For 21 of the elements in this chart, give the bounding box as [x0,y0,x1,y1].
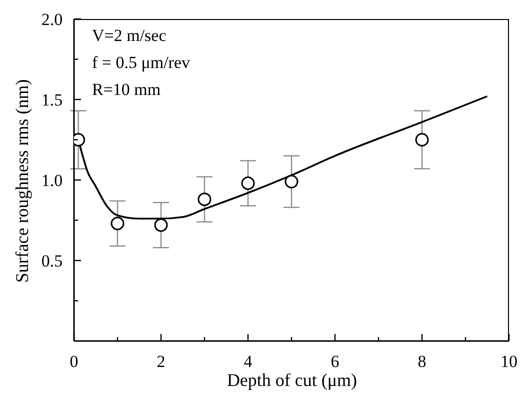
x-tick-label: 8 [418,352,426,371]
x-axis-title: Depth of cut (μm) [226,370,358,391]
point [415,133,429,146]
point [154,218,168,232]
x-tick-label: 6 [330,352,340,371]
y-tick-label: 1.5 [41,90,63,110]
annotation: V=2 m/sec [92,25,168,47]
x-tick-label: 0 [70,352,78,371]
annotation: R=10 mm [92,79,162,101]
x-tick-label: 4 [244,352,253,371]
annotation: f = 0.5 μm/rev [92,52,190,74]
y-tick-label: 0.5 [41,252,63,270]
x-tick-label: 10 [500,352,518,371]
point [110,216,124,230]
y-axis-title: Surface roughness rms (nm) [11,78,33,285]
x-tick-label: 2 [156,352,166,371]
point [284,174,298,188]
point [241,176,255,190]
y-tick-label: 2.0 [41,10,63,29]
point [198,192,212,206]
y-tick-label: 1.0 [41,171,63,190]
